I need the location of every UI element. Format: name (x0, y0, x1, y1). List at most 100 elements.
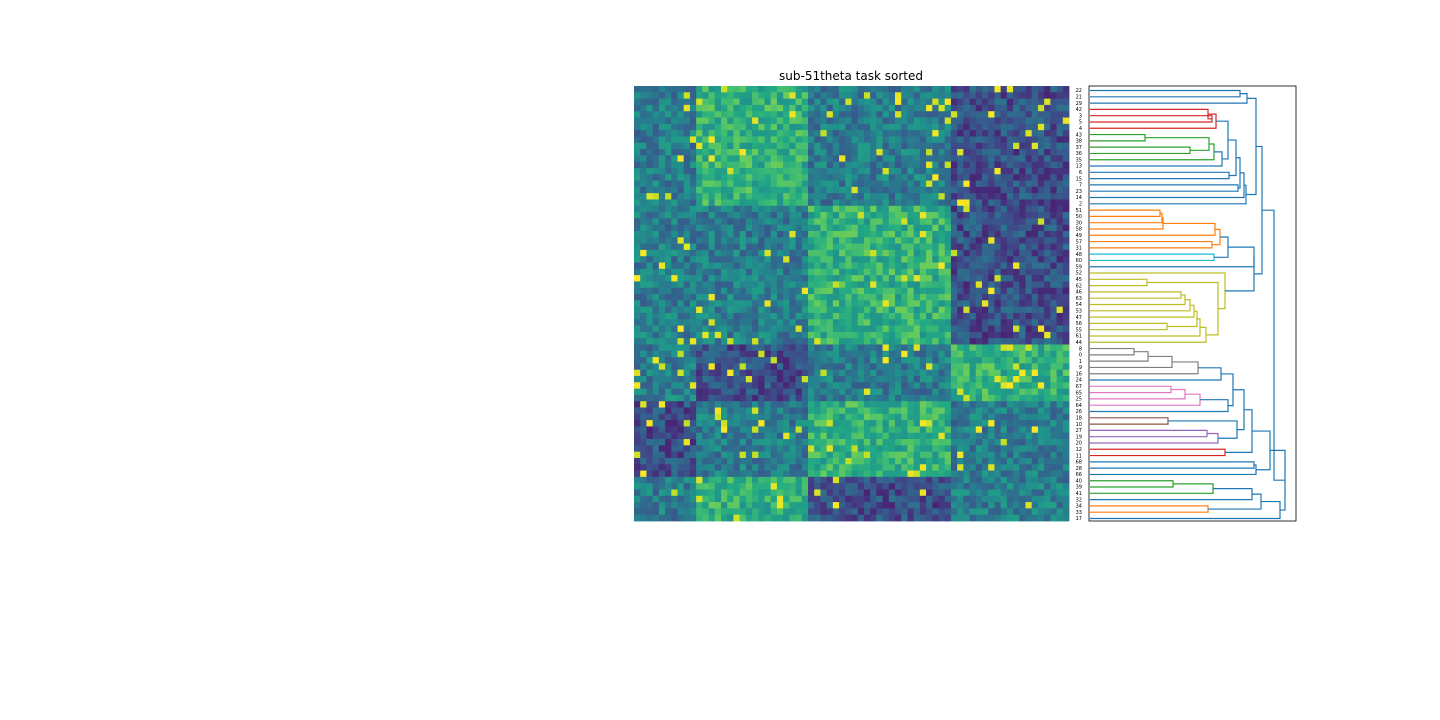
heatmap-cell (938, 275, 946, 282)
heatmap-cell (764, 369, 772, 377)
heatmap-cell (1000, 357, 1008, 364)
heatmap-cell (944, 149, 952, 156)
heatmap-cell (820, 98, 828, 106)
heatmap-cell (733, 464, 741, 471)
heatmap-cell (801, 369, 809, 377)
heatmap-cell (808, 142, 815, 150)
heatmap-cell (982, 312, 989, 320)
heatmap-cell (1031, 445, 1039, 453)
heatmap-cell (783, 275, 790, 282)
heatmap-cell (745, 495, 753, 503)
heatmap-cell (1056, 262, 1064, 270)
leaf-label: 55 (1076, 327, 1082, 333)
heatmap-cell (975, 369, 983, 377)
heatmap-cell (665, 212, 672, 219)
heatmap-cell (888, 92, 896, 99)
heatmap-cell (721, 294, 728, 301)
heatmap-cell (671, 193, 678, 200)
heatmap-cell (727, 451, 734, 459)
heatmap-cell (907, 508, 915, 516)
heatmap-cell (640, 394, 647, 402)
heatmap-cell (901, 407, 908, 415)
heatmap-cell (826, 420, 834, 427)
heatmap-cell (789, 470, 796, 478)
heatmap-cell (745, 344, 753, 352)
heatmap-cell (1000, 495, 1008, 503)
heatmap-cell (944, 508, 952, 516)
heatmap-cell (665, 363, 672, 371)
heatmap-cell (795, 394, 803, 402)
heatmap-cell (857, 407, 865, 415)
heatmap-cell (982, 514, 989, 522)
heatmap-cell (876, 231, 883, 238)
heatmap-cell (820, 92, 828, 99)
heatmap-cell (689, 205, 697, 213)
heatmap-cell (733, 237, 741, 244)
heatmap-cell (982, 249, 989, 257)
heatmap-cell (739, 205, 747, 213)
heatmap-cell (826, 476, 834, 484)
heatmap-cell (770, 388, 778, 396)
heatmap-cell (745, 167, 753, 175)
heatmap-cell (640, 464, 647, 471)
heatmap-cell (758, 312, 765, 320)
heatmap-cell (808, 451, 815, 459)
heatmap-cell (789, 123, 796, 131)
heatmap-cell (1056, 420, 1064, 427)
heatmap-cell (1037, 275, 1045, 282)
heatmap-cell (733, 212, 741, 219)
heatmap-cell (913, 495, 921, 503)
heatmap-cell (671, 92, 678, 99)
heatmap-cell (926, 369, 933, 377)
heatmap-cell (652, 432, 660, 440)
heatmap-cell (770, 92, 778, 99)
heatmap-cell (826, 262, 834, 270)
heatmap-cell (944, 426, 952, 434)
heatmap-cell (851, 502, 859, 509)
heatmap-cell (789, 483, 796, 490)
heatmap-cell (876, 155, 883, 163)
heatmap-cell (882, 275, 890, 282)
dendrogram-link (1262, 209, 1285, 481)
heatmap-cell (789, 136, 796, 144)
heatmap-cell (658, 357, 666, 364)
heatmap-cell (857, 287, 865, 295)
heatmap-cell (714, 350, 722, 358)
heatmap-cell (752, 142, 759, 150)
heatmap-cell (919, 502, 927, 509)
heatmap-cell (919, 394, 927, 402)
heatmap-cell (646, 98, 654, 106)
heatmap-cell (770, 382, 778, 389)
heatmap-cell (857, 457, 865, 465)
heatmap-cell (882, 331, 890, 339)
heatmap-cell (944, 287, 952, 295)
heatmap-cell (1044, 237, 1051, 244)
heatmap-cell (913, 281, 921, 289)
heatmap-cell (789, 514, 796, 522)
heatmap-cell (901, 180, 908, 188)
heatmap-cell (932, 325, 939, 333)
heatmap-cell (1031, 489, 1039, 497)
heatmap-cell (919, 199, 927, 207)
heatmap-cell (1000, 439, 1008, 446)
heatmap-cell (932, 212, 939, 219)
heatmap-cell (677, 161, 685, 169)
heatmap-cell (1050, 249, 1057, 257)
heatmap-cell (696, 136, 703, 144)
heatmap-cell (640, 205, 647, 213)
heatmap-cell (1037, 243, 1045, 251)
heatmap-cell (783, 508, 790, 516)
heatmap-cell (963, 464, 970, 471)
heatmap-cell (957, 262, 964, 270)
heatmap-cell (1062, 439, 1070, 446)
heatmap-cell (876, 117, 883, 125)
heatmap-cell (1050, 224, 1057, 232)
heatmap-cell (982, 237, 989, 244)
heatmap-cell (988, 464, 995, 471)
heatmap-cell (1062, 205, 1070, 213)
heatmap-cell (857, 363, 865, 371)
heatmap-cell (882, 445, 890, 453)
heatmap-cell (721, 155, 728, 163)
heatmap-cell (1031, 86, 1039, 93)
heatmap-cell (919, 268, 927, 276)
